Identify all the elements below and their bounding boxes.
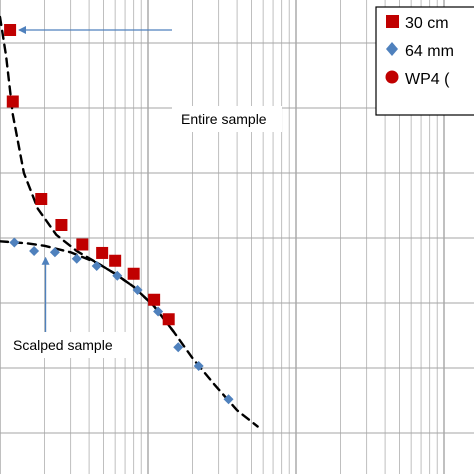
point-square	[55, 219, 68, 231]
entire-sample-label-box	[172, 106, 282, 132]
point-square	[76, 238, 89, 251]
point-diamond	[112, 270, 123, 281]
legend-entry-wp4: WP4 (	[405, 71, 450, 88]
point-square	[162, 313, 175, 326]
legend-entry-30cm: 30 cm	[405, 15, 449, 32]
point-diamond	[49, 247, 60, 258]
point-diamond	[173, 342, 184, 353]
annotations: Entire sample Scalped sample	[6, 26, 282, 358]
point-square	[109, 254, 122, 267]
point-square	[148, 293, 161, 306]
point-square	[127, 267, 140, 280]
point-diamond	[91, 260, 102, 271]
point-diamond	[223, 394, 234, 405]
point-square	[96, 246, 109, 259]
data-markers	[4, 24, 234, 405]
point-square	[4, 24, 17, 36]
point-diamond	[193, 361, 204, 372]
scalped-sample-label: Scalped sample	[13, 337, 113, 353]
point-diamond	[153, 306, 164, 317]
entire-sample-label: Entire sample	[181, 111, 267, 127]
legend-circle-marker	[385, 70, 399, 84]
legend-square-marker	[386, 15, 399, 28]
point-diamond	[71, 253, 82, 264]
fit-curve-0	[0, 15, 259, 428]
point-diamond	[9, 237, 20, 248]
point-square	[35, 193, 48, 205]
legend-entry-64mm: 64 mm	[405, 43, 454, 60]
point-diamond	[29, 246, 40, 256]
legend: 30 cm 64 mm WP4 (	[375, 6, 474, 116]
point-square	[6, 95, 19, 108]
scalped-sample-label-box	[6, 332, 132, 358]
point-diamond	[132, 285, 143, 295]
legend-diamond-marker	[386, 42, 398, 56]
